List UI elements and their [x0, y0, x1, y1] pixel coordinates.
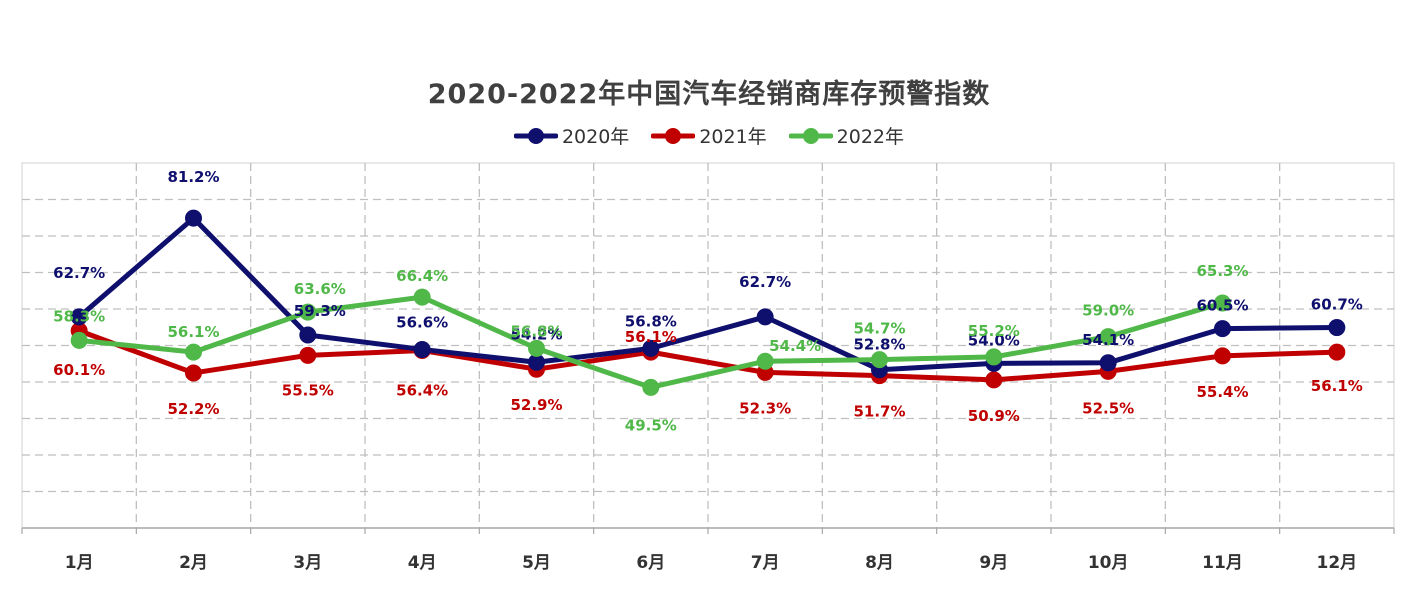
data-point-2020年 — [299, 326, 317, 344]
data-label-2020年: 52.8% — [853, 336, 905, 354]
data-point-2020年 — [642, 339, 660, 357]
data-point-2022年 — [756, 352, 774, 370]
x-tick-label: 11月 — [1202, 553, 1243, 573]
data-point-2022年 — [871, 351, 888, 369]
data-label-2020年: 59.3% — [294, 302, 346, 320]
data-label-2022年: 66.4% — [396, 267, 448, 285]
x-tick-label: 9月 — [979, 553, 1008, 573]
x-tick-label: 3月 — [293, 553, 322, 573]
x-tick-label: 1月 — [65, 553, 94, 573]
data-label-2021年: 56.1% — [1311, 377, 1363, 395]
data-label-2021年: 52.3% — [739, 399, 791, 417]
data-point-2022年 — [299, 303, 317, 321]
data-label-2022年: 65.3% — [1196, 262, 1248, 280]
data-label-2020年: 60.5% — [1196, 297, 1248, 315]
data-label-2021年: 56.4% — [396, 382, 448, 400]
data-label-2020年: 54.2% — [510, 325, 562, 343]
data-label-2020年: 62.7% — [53, 264, 105, 282]
x-tick-label: 2月 — [179, 553, 208, 573]
chart-title: 2020-2022年中国汽车经销商库存预警指数 — [427, 79, 991, 110]
data-label-2021年: 55.5% — [282, 381, 334, 399]
data-label-2022年: 63.6% — [294, 280, 346, 298]
data-label-2021年: 56.1% — [625, 328, 677, 346]
data-label-2022年: 59.0% — [1082, 302, 1134, 320]
data-point-2022年 — [413, 288, 431, 306]
legend-item: 2021年 — [651, 122, 767, 149]
data-point-2022年 — [70, 331, 88, 349]
data-point-2022年 — [528, 339, 545, 357]
data-label-2022年: 56.1% — [167, 323, 219, 341]
data-point-2022年 — [985, 348, 1003, 366]
data-label-2022年: 58.3% — [53, 307, 105, 325]
data-point-2020年 — [413, 340, 431, 358]
data-label-2021年: 55.4% — [1196, 383, 1248, 401]
data-label-2021年: 52.2% — [167, 400, 219, 418]
data-label-2021年: 60.1% — [53, 361, 105, 379]
data-point-2021年 — [1328, 343, 1346, 361]
data-label-2020年: 60.7% — [1311, 296, 1363, 314]
data-label-2022年: 49.5% — [625, 416, 677, 434]
legend-marker — [651, 127, 696, 144]
data-label-2020年: 54.0% — [968, 331, 1020, 349]
legend-label: 2021年 — [699, 126, 767, 148]
data-label-2021年: 50.9% — [968, 407, 1020, 425]
legend-item: 2020年 — [513, 122, 630, 149]
data-label-2020年: 62.7% — [739, 273, 791, 291]
x-tick-label: 10月 — [1088, 553, 1129, 573]
data-point-2021年 — [985, 371, 1003, 389]
series-line-2020年 — [76, 215, 1340, 373]
legend-marker — [513, 127, 558, 144]
legend: 2020年 2021年 2022年 — [0, 122, 1418, 149]
data-label-2020年: 56.8% — [625, 312, 677, 330]
data-label-2021年: 51.7% — [853, 403, 905, 421]
data-point-2020年 — [1214, 320, 1231, 338]
data-label-2021年: 52.5% — [1082, 399, 1134, 417]
x-tick-label: 7月 — [751, 553, 780, 573]
x-tick-label: 6月 — [636, 553, 665, 573]
data-point-2021年 — [299, 346, 317, 364]
data-point-2020年 — [756, 308, 774, 326]
data-label-2022年: 56.8% — [510, 322, 562, 340]
data-label-2021年: 52.9% — [510, 396, 562, 414]
series-line-2021年 — [76, 328, 1340, 383]
data-point-2020年 — [1328, 319, 1346, 337]
data-label-2020年: 54.1% — [1082, 331, 1134, 349]
data-point-2022年 — [185, 343, 202, 361]
data-label-2022年: 55.2% — [968, 322, 1020, 340]
data-label-2022年: 54.4% — [769, 337, 821, 355]
data-point-2020年 — [185, 209, 202, 227]
legend-marker — [788, 127, 833, 144]
data-point-2021年 — [185, 364, 202, 382]
legend-item: 2022年 — [788, 122, 905, 149]
x-tick-label: 12月 — [1316, 553, 1357, 573]
data-label-2020年: 81.2% — [167, 168, 219, 186]
data-point-2020年 — [1099, 354, 1117, 372]
legend-label: 2022年 — [836, 126, 905, 148]
data-point-2022年 — [1099, 328, 1117, 346]
data-label-2020年: 56.6% — [396, 313, 448, 331]
data-point-2022年 — [642, 378, 660, 396]
data-point-2022年 — [1214, 294, 1231, 312]
data-point-2021年 — [1214, 347, 1231, 365]
x-tick-label: 4月 — [408, 553, 437, 573]
legend-label: 2020年 — [561, 126, 630, 148]
data-label-2022年: 54.7% — [853, 320, 905, 338]
x-tick-label: 5月 — [522, 553, 551, 573]
data-point-2020年 — [70, 308, 88, 326]
x-tick-label: 8月 — [865, 553, 894, 573]
